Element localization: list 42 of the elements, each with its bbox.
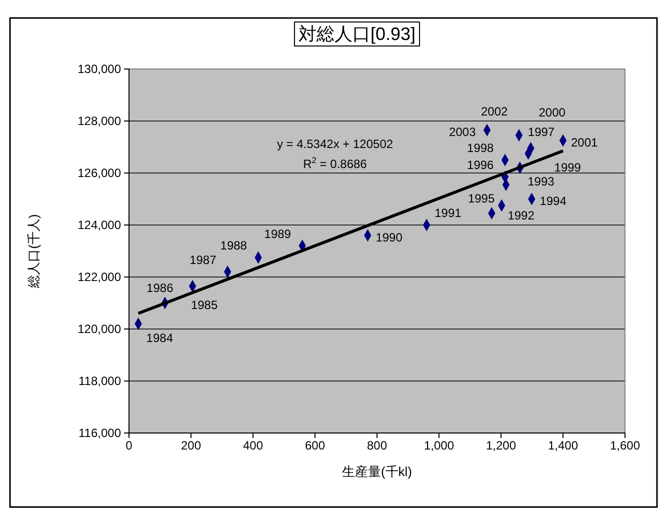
x-tick-label: 800: [366, 438, 388, 453]
y-tick-label: 118,000: [78, 374, 122, 388]
x-tick-label: 1,600: [610, 438, 640, 453]
annotation: 1996: [467, 158, 494, 172]
y-tick-label: 116,000: [78, 426, 122, 440]
annotation: 1994: [540, 194, 567, 208]
x-tick-label: 0: [126, 438, 133, 453]
annotation: 1988: [220, 238, 248, 252]
annotation: 1984: [146, 330, 174, 345]
y-tick-label: 120,000: [78, 322, 122, 336]
annotation: 2001: [571, 136, 598, 150]
annotation: 1989: [264, 226, 292, 241]
chart-title: 対総人口[0.93]: [298, 24, 416, 44]
x-axis-title: 生産量(千kl): [342, 464, 412, 479]
annotation: 1993: [528, 174, 555, 188]
annotation: 1987: [190, 252, 217, 267]
annotation: y = 4.5342x + 120502: [276, 137, 394, 151]
annotation: 1998: [467, 141, 494, 155]
annotation: 1999: [554, 160, 582, 174]
x-tick-label: 600: [304, 438, 326, 453]
annotation: 1992: [508, 208, 535, 222]
y-tick-label: 130,000: [78, 62, 122, 76]
x-tick-label: 1,400: [548, 438, 578, 453]
y-tick-label: 122,000: [78, 270, 122, 284]
x-tick-label: 1,200: [486, 438, 516, 453]
y-tick-label: 128,000: [78, 114, 122, 128]
y-tick-label: 124,000: [78, 218, 122, 232]
annotation: R$^{2}$ = 0.8686: [303, 155, 368, 171]
annotation: 1995: [468, 192, 495, 206]
annotation: 2003: [449, 125, 476, 140]
x-tick-label: 1,000: [424, 438, 454, 453]
annotation: 2000: [538, 105, 566, 120]
y-tick-label: 126,000: [78, 166, 122, 180]
y-axis-title: 総人口(千人): [26, 214, 41, 289]
annotation: 1985: [190, 298, 218, 312]
annotation: 1986: [146, 281, 174, 296]
x-tick-label: 400: [242, 438, 264, 453]
annotation: 1990: [376, 230, 403, 244]
annotation: 1997: [528, 124, 555, 139]
annotation: 1991: [434, 206, 462, 220]
x-tick-label: 200: [180, 438, 202, 453]
annotation: 2002: [480, 104, 508, 118]
